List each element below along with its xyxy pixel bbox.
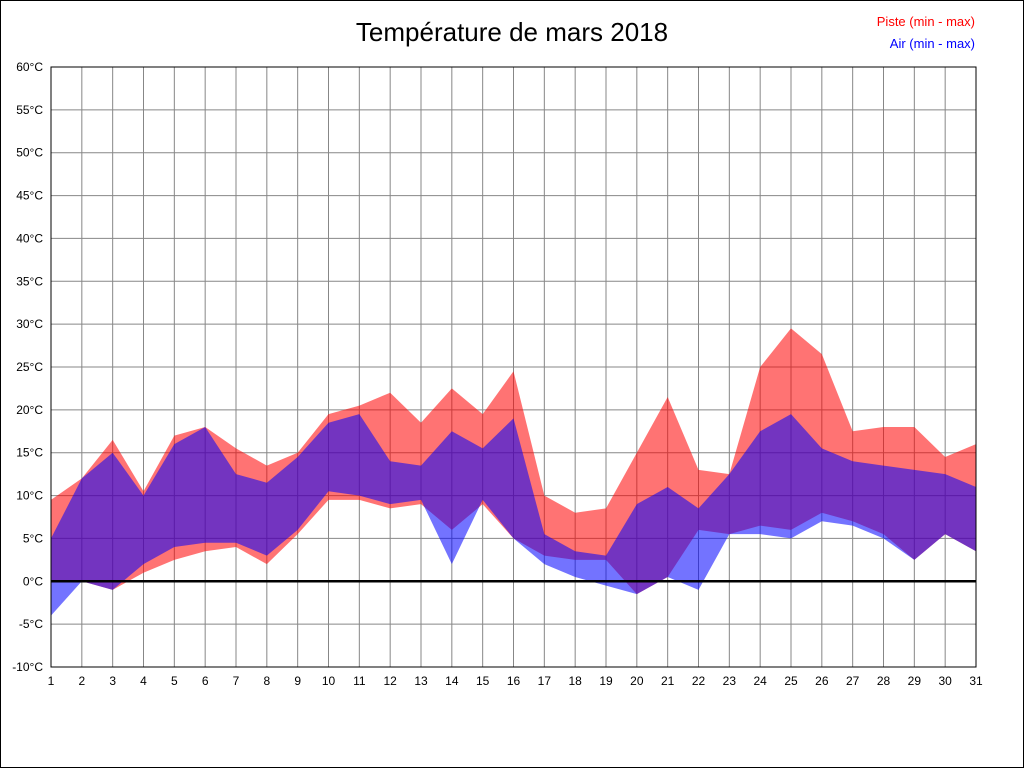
x-tick-label: 7 <box>233 674 240 688</box>
x-tick-label: 19 <box>599 674 613 688</box>
y-tick-label: 55°C <box>16 103 43 117</box>
x-tick-label: 4 <box>140 674 147 688</box>
x-tick-label: 12 <box>383 674 397 688</box>
x-tick-label: 25 <box>784 674 798 688</box>
chart-legend: Piste (min - max) Air (min - max) <box>877 11 975 55</box>
x-tick-label: 13 <box>414 674 428 688</box>
x-tick-label: 23 <box>723 674 737 688</box>
x-tick-label: 29 <box>908 674 922 688</box>
x-tick-label: 17 <box>538 674 552 688</box>
x-tick-label: 16 <box>507 674 521 688</box>
x-tick-label: 2 <box>78 674 85 688</box>
x-tick-label: 6 <box>202 674 209 688</box>
legend-air-label: Air (min - max) <box>889 36 975 51</box>
y-tick-label: 45°C <box>16 189 43 203</box>
y-tick-label: 60°C <box>16 60 43 74</box>
x-tick-label: 11 <box>353 674 366 688</box>
y-tick-label: 20°C <box>16 403 43 417</box>
x-tick-label: 5 <box>171 674 178 688</box>
x-tick-label: 27 <box>846 674 860 688</box>
x-tick-label: 28 <box>877 674 891 688</box>
y-tick-label: 25°C <box>16 360 43 374</box>
y-tick-label: 5°C <box>23 531 43 545</box>
y-tick-label: 0°C <box>23 574 43 588</box>
x-tick-label: 10 <box>322 674 336 688</box>
x-tick-label: 18 <box>568 674 582 688</box>
y-tick-label: 15°C <box>16 446 43 460</box>
x-tick-label: 22 <box>692 674 706 688</box>
y-tick-label: -10°C <box>12 660 43 674</box>
x-tick-label: 14 <box>445 674 459 688</box>
x-tick-label: 30 <box>938 674 952 688</box>
y-tick-label: -5°C <box>19 617 43 631</box>
legend-piste-label: Piste (min - max) <box>876 14 975 29</box>
y-tick-label: 35°C <box>16 274 43 288</box>
x-tick-label: 1 <box>48 674 55 688</box>
x-tick-label: 24 <box>753 674 767 688</box>
x-tick-label: 8 <box>263 674 270 688</box>
x-tick-label: 15 <box>476 674 490 688</box>
air-band <box>51 414 976 616</box>
y-tick-label: 50°C <box>16 146 43 160</box>
x-tick-label: 3 <box>109 674 116 688</box>
x-tick-label: 26 <box>815 674 829 688</box>
x-tick-label: 9 <box>294 674 301 688</box>
y-tick-label: 40°C <box>16 231 43 245</box>
x-tick-label: 20 <box>630 674 644 688</box>
y-tick-label: 10°C <box>16 489 43 503</box>
plot-border <box>50 66 977 668</box>
chart-title: Température de mars 2018 <box>355 17 669 47</box>
x-tick-label: 21 <box>661 674 675 688</box>
y-tick-label: 30°C <box>16 317 43 331</box>
x-tick-label: 31 <box>969 674 983 688</box>
